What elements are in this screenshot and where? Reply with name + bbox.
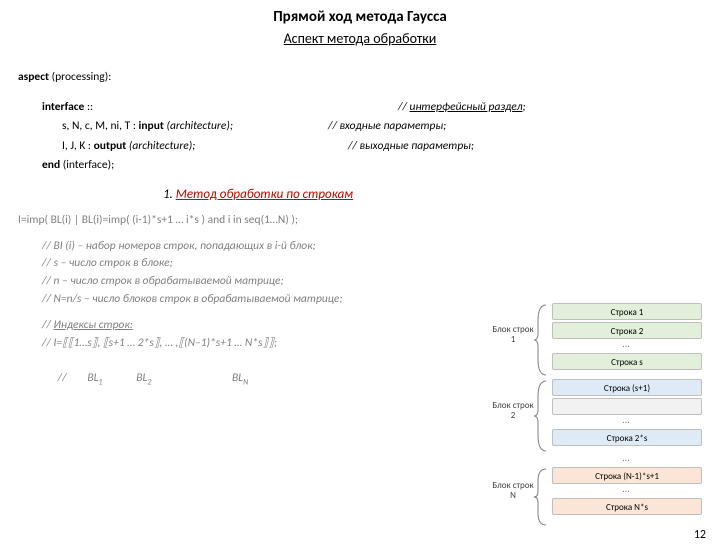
kw-interface: interface: [42, 100, 84, 114]
brace-1: [534, 303, 548, 377]
method-prefix: 1.: [163, 187, 176, 202]
interface-colons: ::: [84, 100, 93, 114]
block1-rows: Строка 1 Строка 2 … Строка s: [552, 303, 702, 372]
output-vars: I, J, K :: [62, 139, 94, 153]
g-c5: // Индексы строк:: [18, 317, 498, 335]
block1-label: Блок строк 1: [492, 325, 534, 345]
dots-3: …: [552, 486, 702, 496]
kw-end: end: [42, 158, 60, 172]
block2-rows: Строка (s+1) … Строка 2*s: [552, 379, 702, 448]
output-arch: (architecture);: [126, 139, 195, 153]
end-tail: (interface);: [60, 158, 114, 172]
g-c2: // s – число строк в блоке;: [18, 255, 498, 273]
g-c3: // n – число строк в обрабатываемой матр…: [18, 273, 498, 291]
row-s1: Строка (s+1): [552, 379, 702, 396]
row-2s: Строка 2*s: [552, 429, 702, 446]
input-comment: // входные параметры;: [328, 117, 446, 137]
gap-dots: …: [552, 455, 702, 467]
row-blocks-diagram: Блок строк 1 Строка 1 Строка 2 … Строка …: [492, 303, 712, 518]
interface-line: interface :: // интерфейсный раздел;: [18, 98, 498, 118]
end-line: end (interface);: [18, 156, 498, 176]
row-s: Строка s: [552, 353, 702, 370]
gray-code: I=imp( BL(i) | BL(i)=imp( (i-1)*s+1 … i*…: [18, 212, 498, 407]
g-c6: // I=⟦⟦1…s⟧, ⟦s+1 … 2*s⟧, … ,⟦(N–1)*s+1 …: [18, 335, 498, 353]
g-c4: // N=n/s – число блоков строк в обрабаты…: [18, 291, 498, 309]
kw-aspect: aspect: [18, 70, 49, 84]
g-c7: // BL1 BL2 BLN: [18, 353, 498, 407]
input-vars: s, N, c, M, ni, T :: [62, 119, 139, 133]
blockN-rows: Строка (N-1)*s+1 … Строка N*s: [552, 467, 702, 517]
g-l1: I=imp( BL(i) | BL(i)=imp( (i-1)*s+1 … i*…: [18, 212, 498, 230]
code-block: aspect (processing): interface :: // инт…: [18, 68, 498, 407]
brace-n: [534, 467, 548, 527]
brace-2: [534, 379, 548, 453]
page-subtitle: Аспект метода обработки: [0, 30, 720, 47]
paren-processing: (processing):: [49, 70, 111, 84]
g-c1: // BI (i) – набор номеров строк, попадаю…: [18, 238, 498, 256]
blockN-label: Блок строк N: [492, 481, 534, 501]
row-ns: Строка N*s: [552, 498, 702, 515]
aspect-line: aspect (processing):: [18, 68, 498, 88]
kw-input: input: [139, 119, 164, 133]
interface-comment: // интерфейсный раздел;: [398, 98, 526, 118]
kw-output: output: [94, 139, 127, 153]
input-arch: (architecture);: [164, 119, 233, 133]
block2-label: Блок строк 2: [492, 401, 534, 421]
output-comment: // выходные параметры;: [348, 137, 474, 157]
page-title: Прямой ход метода Гаусса: [0, 8, 720, 26]
output-line: I, J, K : output (architecture); // выхо…: [18, 137, 498, 157]
dots-2: …: [552, 417, 702, 427]
input-line: s, N, c, M, ni, T : input (architecture)…: [18, 117, 498, 137]
method-title: 1. Метод обработки по строкам: [18, 184, 498, 206]
dots-1: …: [552, 341, 702, 351]
method-label: Метод обработки по строкам: [176, 187, 353, 202]
row-1: Строка 1: [552, 303, 702, 320]
